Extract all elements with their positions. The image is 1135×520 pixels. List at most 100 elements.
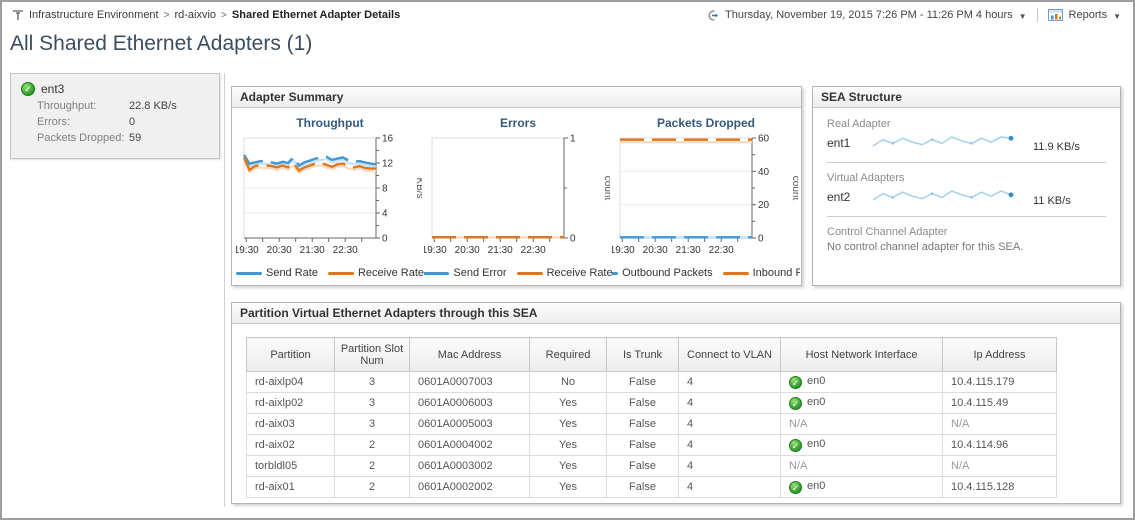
legend-item: Inbound Pack	[722, 267, 800, 279]
svg-text:20:30: 20:30	[455, 245, 480, 256]
col-ip-address[interactable]: Ip Address	[942, 337, 1057, 372]
cell-vlan: 4	[678, 371, 781, 393]
cell-slot: 2	[334, 476, 410, 498]
cell-host_if: ✓ en0	[780, 476, 943, 498]
svg-text:22:30: 22:30	[709, 245, 734, 256]
cell-is_trunk: False	[606, 392, 679, 414]
section-divider	[827, 216, 1106, 217]
cell-vlan: 4	[678, 476, 781, 498]
cell-mac: 0601A0005003	[409, 413, 530, 435]
table-row[interactable]: rd-aix03 3 0601A0005003 Yes False 4 N/A N/A	[246, 413, 1057, 435]
svg-text:8: 8	[382, 184, 388, 195]
chart-legend: Send Rate Receive Rate	[236, 267, 424, 279]
breadcrumb: Infrastructure Environment > rd-aixvio >…	[12, 9, 400, 21]
column-splitter	[224, 73, 225, 507]
partition-table-body: rd-aixlp04 3 0601A0007003 No False 4 ✓ en0 10.4.…	[246, 371, 1057, 498]
adapter-link-ent1[interactable]: ent1	[827, 136, 851, 150]
legend-item: Receive Rate	[327, 267, 424, 279]
col-host-network-interface[interactable]: Host Network Interface	[780, 337, 943, 372]
adapter-name: ent3	[41, 82, 65, 96]
metric-row-packets-dropped: Packets Dropped: 59	[21, 132, 211, 144]
adapter-summary-panel: Adapter Summary Throughput 0 4 8 12 16 KB/s 19…	[231, 86, 802, 286]
time-range-selector[interactable]: Thursday, November 19, 2015 7:26 PM - 11…	[725, 9, 1013, 21]
breadcrumb-infrastructure-environment[interactable]: Infrastructure Environment	[29, 9, 159, 21]
svg-text:20:30: 20:30	[643, 245, 668, 256]
legend-item: Outbound Packets	[612, 267, 713, 279]
legend-swatch	[722, 271, 749, 275]
col-partition[interactable]: Partition	[246, 337, 335, 372]
cell-ip: 10.4.114.96	[942, 434, 1057, 456]
chart-title: Errors	[499, 116, 537, 130]
cell-mac: 0601A0006003	[409, 392, 530, 414]
reports-caret-icon[interactable]: ▼	[1113, 11, 1121, 21]
cell-partition: rd-aix03	[246, 413, 335, 435]
status-ok-icon: ✓	[789, 481, 802, 494]
svg-text:19:30: 19:30	[236, 245, 259, 256]
col-is-trunk[interactable]: Is Trunk	[606, 337, 679, 372]
charts-row: Throughput 0 4 8 12 16 KB/s 19:30 20:30 21:30 22:…	[232, 108, 801, 279]
svg-text:21:30: 21:30	[676, 245, 701, 256]
cell-vlan: 4	[678, 413, 781, 435]
chart-packets-dropped: Packets Dropped 0 20 40 60 count 19:30 20:30 21…	[612, 112, 800, 279]
svg-text:0: 0	[758, 234, 764, 245]
sea-structure-panel: SEA Structure Real Adapter ent1 11.9 KB/…	[812, 86, 1121, 286]
svg-text:19:30: 19:30	[424, 245, 447, 256]
time-range-caret-icon[interactable]: ▼	[1018, 11, 1027, 21]
time-range-icon	[708, 9, 719, 21]
legend-swatch	[327, 271, 354, 275]
page-title: All Shared Ethernet Adapters (1)	[10, 32, 313, 55]
legend-swatch	[516, 271, 543, 275]
metric-row-throughput: Throughput: 22.8 KB/s	[21, 100, 211, 112]
svg-text:21:30: 21:30	[488, 245, 513, 256]
breadcrumb-rd-aixvio[interactable]: rd-aixvio	[174, 9, 217, 21]
svg-text:22:30: 22:30	[521, 245, 546, 256]
cell-slot: 2	[334, 455, 410, 477]
chart-plot-area: 0 20 40 60 count 19:30 20:30 21:30 22:30	[612, 130, 800, 269]
col-required[interactable]: Required	[529, 337, 607, 372]
col-partition-slot-num[interactable]: Partition Slot Num	[334, 337, 410, 372]
cell-ip: 10.4.115.49	[942, 392, 1057, 414]
table-row[interactable]: rd-aixlp04 3 0601A0007003 No False 4 ✓ en0 10.4.…	[246, 371, 1057, 393]
cell-mac: 0601A0007003	[409, 371, 530, 393]
table-row[interactable]: torbldl05 2 0601A0003002 Yes False 4 N/A N/A	[246, 455, 1057, 477]
cell-host_if: N/A	[780, 413, 943, 435]
chart-errors: Errors 0 1 count 19:30 20:30 21:30 22:30 Send …	[424, 112, 612, 279]
breadcrumb-current-page: Shared Ethernet Adapter Details	[231, 9, 401, 21]
table-row[interactable]: rd-aix01 2 0601A0002002 Yes False 4 ✓ en0 10.4.1…	[246, 476, 1057, 498]
svg-text:60: 60	[758, 134, 770, 145]
table-row[interactable]: rd-aix02 2 0601A0004002 Yes False 4 ✓ en0 10.4.1…	[246, 434, 1057, 456]
plot-svg: 0 1 count 19:30 20:30 21:30 22:30	[424, 134, 612, 257]
legend-item: Send Error	[424, 267, 507, 279]
legend-item: Send Rate	[236, 267, 318, 279]
partition-adapters-panel: Partition Virtual Ethernet Adapters thro…	[231, 302, 1121, 504]
legend-label: Receive Rate	[357, 267, 424, 279]
legend-label: Send Rate	[265, 267, 318, 279]
col-connect-to-vlan[interactable]: Connect to VLAN	[678, 337, 781, 372]
svg-text:0: 0	[570, 234, 576, 245]
adapter-link-ent2[interactable]: ent2	[827, 190, 851, 204]
cell-partition: rd-aix02	[246, 434, 335, 456]
sparkline-svg	[872, 189, 1014, 201]
table-row[interactable]: rd-aixlp02 3 0601A0006003 Yes False 4 ✓ en0 10.4…	[246, 392, 1057, 414]
svg-text:1: 1	[570, 134, 576, 145]
reports-menu[interactable]: Reports	[1068, 9, 1108, 21]
cell-vlan: 4	[678, 434, 781, 456]
cell-host_if: N/A	[780, 455, 943, 477]
metric-value: 22.8 KB/s	[129, 100, 177, 112]
col-mac-address[interactable]: Mac Address	[409, 337, 530, 372]
chart-title: Packets Dropped	[656, 116, 756, 130]
chart-legend: Send Error Receive Rate	[424, 267, 612, 279]
svg-text:40: 40	[758, 167, 770, 178]
metric-value: 0	[129, 116, 136, 128]
cell-slot: 3	[334, 392, 410, 414]
panel-title: Adapter Summary	[232, 87, 801, 108]
sparkline-ent2	[869, 188, 1019, 207]
cell-required: Yes	[529, 455, 607, 477]
svg-text:count: count	[790, 176, 798, 201]
legend-label: Receive Rate	[546, 267, 612, 279]
cell-mac: 0601A0003002	[409, 455, 530, 477]
cell-required: Yes	[529, 434, 607, 456]
legend-swatch	[612, 271, 619, 275]
adapter-card-ent3[interactable]: ✓ ent3 Throughput: 22.8 KB/s Errors: 0 P…	[10, 73, 220, 159]
plot-svg: 0 20 40 60 count 19:30 20:30 21:30 22:30	[612, 134, 800, 257]
